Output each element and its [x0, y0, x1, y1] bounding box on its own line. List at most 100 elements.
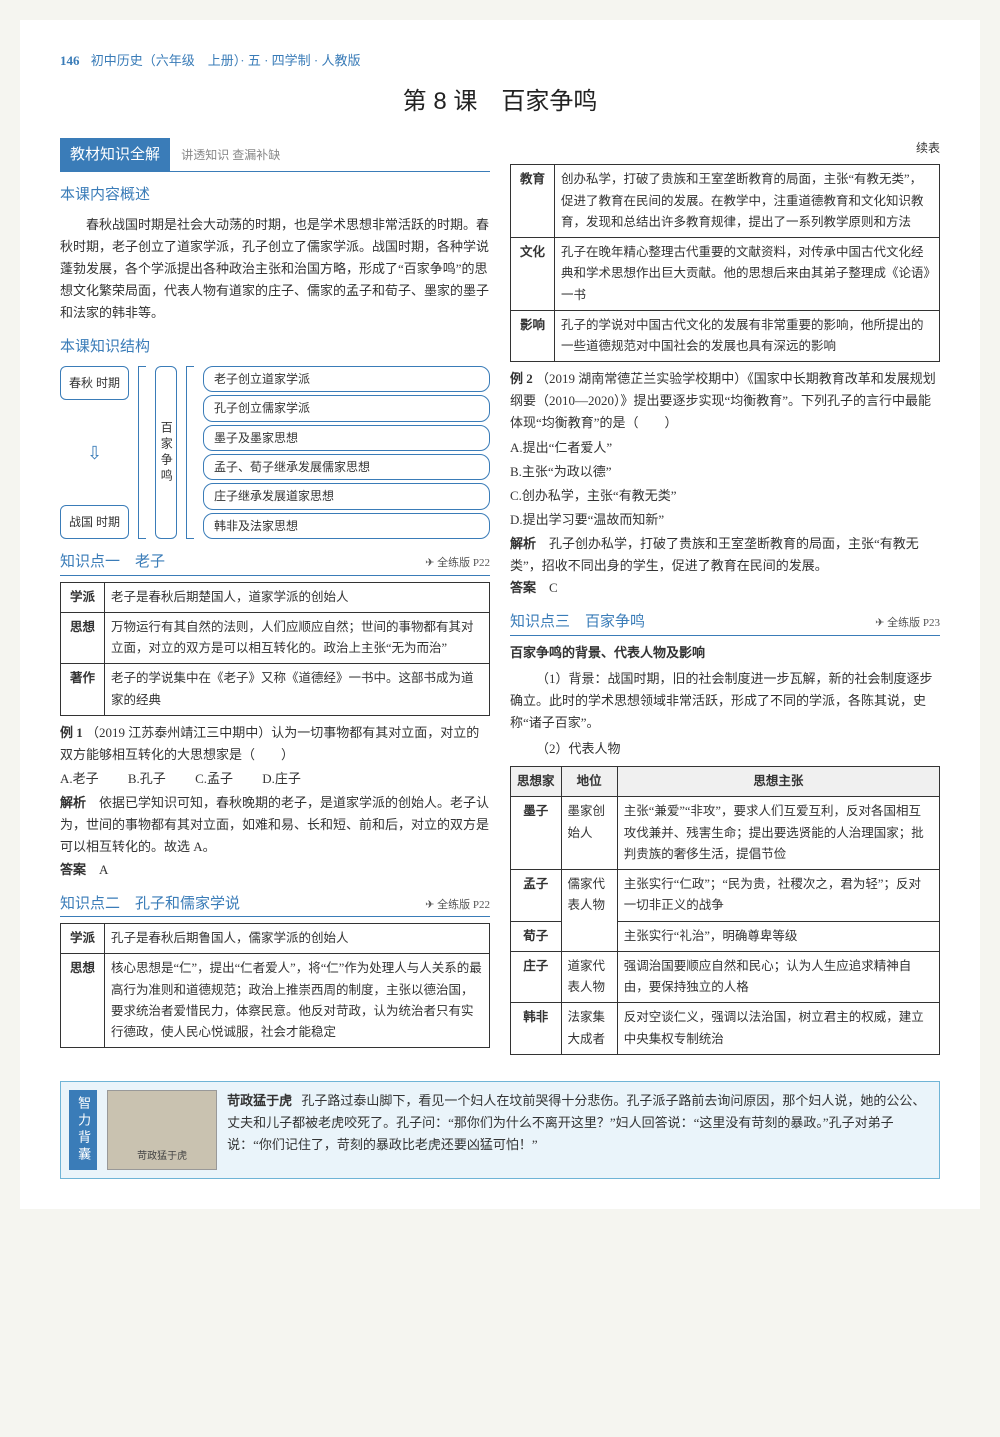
- option: D.提出学习要“温故而知新”: [510, 509, 940, 531]
- diagram-center-label: 百家争鸣: [155, 366, 177, 539]
- cell-role: 道家代表人物: [561, 951, 617, 1003]
- diagram-connector-left: [135, 366, 149, 539]
- sidebar-tag: 智力背囊: [69, 1090, 97, 1170]
- kp3-title: 知识点三 百家争鸣: [510, 609, 645, 635]
- table-row: 著作 老子的学说集中在《老子》又称《道德经》一书中。这部书成为道家的经典: [61, 664, 490, 716]
- cell-idea: 主张实行“仁政”；“民为贵，社稷次之，君为轻”；反对一切非正义的战争: [617, 870, 939, 922]
- cell-text: 孔子的学说对中国古代文化的发展有非常重要的影响，他所提出的一些道德规范对中国社会…: [555, 310, 940, 362]
- kp2-title: 知识点二 孔子和儒家学说: [60, 891, 240, 917]
- cell-name: 墨子: [511, 797, 562, 870]
- table-header-row: 思想家 地位 思想主张: [511, 767, 940, 797]
- cell-idea: 主张“兼爱”“非攻”，要求人们互爱互利，反对各国相互攻伐兼并、残害生命；提出要选…: [617, 797, 939, 870]
- sidebar-story-title: 苛政猛于虎: [227, 1093, 292, 1108]
- kp3-header: 知识点三 百家争鸣 全练版 P23: [510, 609, 940, 636]
- answer-value: A: [99, 862, 108, 877]
- cell-label: 学派: [61, 924, 105, 954]
- overview-heading: 本课内容概述: [60, 182, 490, 208]
- kp2-table-left: 学派 孔子是春秋后期鲁国人，儒家学派的创始人 思想 核心思想是“仁”，提出“仁者…: [60, 923, 490, 1048]
- cell-label: 著作: [61, 664, 105, 716]
- cell-text: 创办私学，打破了贵族和王室垄断教育的局面，主张“有教无类”，促进了教育在民间的发…: [555, 165, 940, 238]
- cell-name: 孟子: [511, 870, 562, 922]
- table-row: 学派 老子是春秋后期楚国人，道家学派的创始人: [61, 582, 490, 612]
- option: B.主张“为政以德”: [510, 461, 940, 483]
- sidebar-story-text: 孔子路过泰山脚下，看见一个妇人在坟前哭得十分悲伤。孔子派子路前去询问原因，那个妇…: [227, 1093, 925, 1152]
- answer-label: 答案: [510, 580, 536, 595]
- cell-label: 学派: [61, 582, 105, 612]
- diagram-item: 韩非及法家思想: [203, 513, 490, 539]
- page-number: 146: [60, 53, 80, 68]
- diagram-item: 墨子及墨家思想: [203, 425, 490, 451]
- table-row: 韩非 法家集大成者 反对空谈仁义，强调以法治国，树立君主的权威，建立中央集权专制…: [511, 1003, 940, 1055]
- diagram-connector-right: [183, 366, 197, 539]
- structure-heading: 本课知识结构: [60, 334, 490, 360]
- example1-answer: 答案 A: [60, 859, 490, 881]
- cell-role: 法家集大成者: [561, 1003, 617, 1055]
- right-column: 续表 教育 创办私学，打破了贵族和王室垄断教育的局面，主张“有教无类”，促进了教…: [510, 138, 940, 1061]
- cell-label: 教育: [511, 165, 555, 238]
- table-row: 孟子 儒家代表人物 主张实行“仁政”；“民为贵，社稷次之，君为轻”；反对一切非正…: [511, 870, 940, 922]
- th: 思想家: [511, 767, 562, 797]
- answer-label: 答案: [60, 862, 86, 877]
- cell-label: 思想: [61, 954, 105, 1048]
- cell-text: 万物运行有其自然的法则，人们应顺应自然；世间的事物都有其对立面，对立的双方是可以…: [105, 612, 490, 664]
- section-banner-row: 教材知识全解 讲透知识 查漏补缺: [60, 138, 490, 173]
- kp3-subheading: 百家争鸣的背景、代表人物及影响: [510, 642, 940, 664]
- kp2-table-right: 教育 创办私学，打破了贵族和王室垄断教育的局面，主张“有教无类”，促进了教育在民…: [510, 164, 940, 362]
- sidebar-caption: 苛政猛于虎: [137, 1148, 187, 1165]
- table-row: 思想 万物运行有其自然的法则，人们应顺应自然；世间的事物都有其对立面，对立的双方…: [61, 612, 490, 664]
- diagram-item: 老子创立道家学派: [203, 366, 490, 392]
- diagram-period-zhanguo: 战国 时期: [60, 505, 129, 539]
- kp2-ref: 全练版 P22: [425, 896, 490, 915]
- example1-label: 例 1: [60, 725, 83, 740]
- answer-value: C: [549, 580, 558, 595]
- table-row: 文化 孔子在晚年精心整理古代重要的文献资料，对传承中国古代文化经典和学术思想作出…: [511, 238, 940, 311]
- option: A.提出“仁者爱人”: [510, 437, 940, 459]
- example2-stem: 例 2 （2019 湖南常德芷兰实验学校期中）《国家中长期教育改革和发展规划纲要…: [510, 368, 940, 434]
- table-row: 墨子 墨家创始人 主张“兼爱”“非攻”，要求人们互爱互利，反对各国相互攻伐兼并、…: [511, 797, 940, 870]
- example1-source: （2019 江苏泰州靖江三中期中）: [86, 725, 271, 740]
- analysis-text: 依据已学知识可知，春秋晚期的老子，是道家学派的创始人。老子认为，世间的事物都有其…: [60, 795, 489, 854]
- knowledge-structure-diagram: 春秋 时期 ⇩ 战国 时期 百家争鸣 老子创立道家学派 孔子创立儒家学派 墨子及…: [60, 366, 490, 539]
- kp1-table: 学派 老子是春秋后期楚国人，道家学派的创始人 思想 万物运行有其自然的法则，人们…: [60, 582, 490, 716]
- example2-answer: 答案 C: [510, 577, 940, 599]
- cell-text: 核心思想是“仁”，提出“仁者爱人”，将“仁”作为处理人与人关系的最高行为准则和道…: [105, 954, 490, 1048]
- cell-label: 思想: [61, 612, 105, 664]
- example2-analysis: 解析 孔子创办私学，打破了贵族和王室垄断教育的局面，主张“有教无类”，招收不同出…: [510, 533, 940, 577]
- example2-label: 例 2: [510, 371, 533, 386]
- diagram-item: 孟子、荀子继承发展儒家思想: [203, 454, 490, 480]
- th: 思想主张: [617, 767, 939, 797]
- sidebar-text: 苛政猛于虎 孔子路过泰山脚下，看见一个妇人在坟前哭得十分悲伤。孔子派子路前去询问…: [227, 1090, 931, 1156]
- option: C.孟子: [195, 771, 233, 786]
- analysis-text: 孔子创办私学，打破了贵族和王室垄断教育的局面，主张“有教无类”，招收不同出身的学…: [510, 536, 919, 573]
- table-row: 思想 核心思想是“仁”，提出“仁者爱人”，将“仁”作为处理人与人关系的最高行为准…: [61, 954, 490, 1048]
- analysis-label: 解析: [510, 536, 536, 551]
- lesson-title: 第 8 课 百家争鸣: [60, 82, 940, 123]
- example2-source: （2019 湖南常德芷兰实验学校期中）: [536, 371, 747, 386]
- table-row: 教育 创办私学，打破了贵族和王室垄断教育的局面，主张“有教无类”，促进了教育在民…: [511, 165, 940, 238]
- sidebar-knowledge-box: 智力背囊 苛政猛于虎 苛政猛于虎 孔子路过泰山脚下，看见一个妇人在坟前哭得十分悲…: [60, 1081, 940, 1179]
- cell-text: 孔子在晚年精心整理古代重要的文献资料，对传承中国古代文化经典和学术思想作出巨大贡…: [555, 238, 940, 311]
- cell-idea: 强调治国要顺应自然和民心；认为人生应追求精神自由，要保持独立的人格: [617, 951, 939, 1003]
- cell-name: 荀子: [511, 921, 562, 951]
- kp1-title: 知识点一 老子: [60, 549, 165, 575]
- cell-role: 儒家代表人物: [561, 870, 617, 952]
- cell-label: 影响: [511, 310, 555, 362]
- table-row: 学派 孔子是春秋后期鲁国人，儒家学派的创始人: [61, 924, 490, 954]
- kp3-table: 思想家 地位 思想主张 墨子 墨家创始人 主张“兼爱”“非攻”，要求人们互爱互利…: [510, 766, 940, 1055]
- page-container: 146 初中历史（六年级 上册）· 五 · 四学制 · 人教版 第 8 课 百家…: [20, 20, 980, 1209]
- cell-name: 庄子: [511, 951, 562, 1003]
- continued-label: 续表: [510, 138, 940, 158]
- diagram-left: 春秋 时期 ⇩ 战国 时期: [60, 366, 129, 539]
- example1-stem: 例 1 （2019 江苏泰州靖江三中期中）认为一切事物都有其对立面，对立的双方能…: [60, 722, 490, 766]
- table-row: 影响 孔子的学说对中国古代文化的发展有非常重要的影响，他所提出的一些道德规范对中…: [511, 310, 940, 362]
- cell-role: 墨家创始人: [561, 797, 617, 870]
- table-row: 庄子 道家代表人物 强调治国要顺应自然和民心；认为人生应追求精神自由，要保持独立…: [511, 951, 940, 1003]
- cell-text: 孔子是春秋后期鲁国人，儒家学派的创始人: [105, 924, 490, 954]
- kp3-background: （1）背景：战国时期，旧的社会制度进一步瓦解，新的社会制度逐步确立。此时的学术思…: [510, 668, 940, 734]
- kp3-ref: 全练版 P23: [875, 614, 940, 633]
- example1-options: A.老子 B.孔子 C.孟子 D.庄子: [60, 768, 490, 790]
- option: B.孔子: [128, 771, 166, 786]
- kp3-rep-label: （2）代表人物: [510, 738, 940, 760]
- diagram-item: 孔子创立儒家学派: [203, 395, 490, 421]
- option: A.老子: [60, 771, 99, 786]
